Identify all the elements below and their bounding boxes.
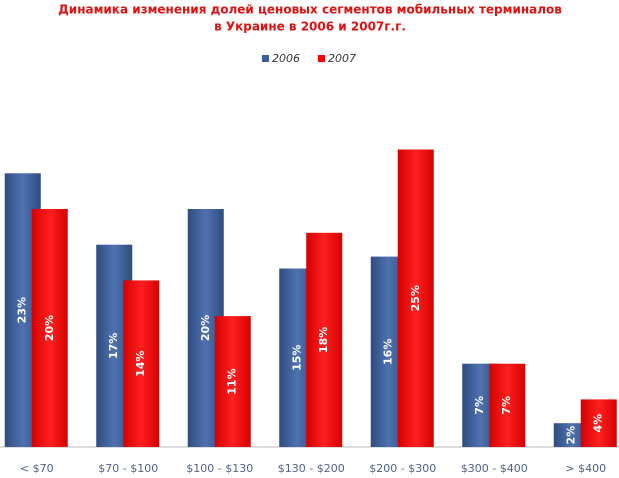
value-label: 7% (500, 396, 513, 415)
value-label: 23% (16, 297, 29, 323)
value-label: 20% (199, 315, 212, 341)
value-label: 7% (473, 396, 486, 415)
value-label: 16% (382, 339, 395, 365)
value-label: 14% (134, 351, 147, 377)
x-tick-label: < $70 (20, 462, 54, 475)
bar (489, 363, 526, 447)
value-label: 11% (226, 368, 239, 394)
value-label: 20% (43, 315, 56, 341)
bar (123, 280, 160, 447)
chart-title: в Украине в 2006 и 2007г.г. (214, 20, 406, 34)
legend-swatch (262, 55, 269, 62)
legend-swatch (318, 55, 325, 62)
x-tick-label: $300 - $400 (461, 462, 528, 475)
value-label: 2% (565, 426, 578, 445)
x-tick-label: $100 - $130 (186, 462, 253, 475)
bar (397, 149, 434, 447)
legend-label: 2007 (328, 52, 356, 65)
chart-title: Динамика изменения долей ценовых сегмент… (58, 3, 562, 17)
bar (306, 232, 343, 447)
bar (214, 316, 251, 447)
value-label: 18% (317, 327, 330, 353)
bar (31, 209, 68, 447)
x-tick-label: $200 - $300 (369, 462, 436, 475)
value-label: 4% (592, 414, 605, 433)
bar (580, 399, 617, 447)
legend-label: 2006 (272, 52, 300, 65)
x-tick-label: $130 - $200 (278, 462, 345, 475)
x-tick-label: $70 - $100 (98, 462, 158, 475)
value-label: 25% (409, 285, 422, 311)
value-label: 15% (290, 345, 303, 371)
value-label: 17% (107, 333, 120, 359)
x-tick-label: > $400 (565, 462, 606, 475)
